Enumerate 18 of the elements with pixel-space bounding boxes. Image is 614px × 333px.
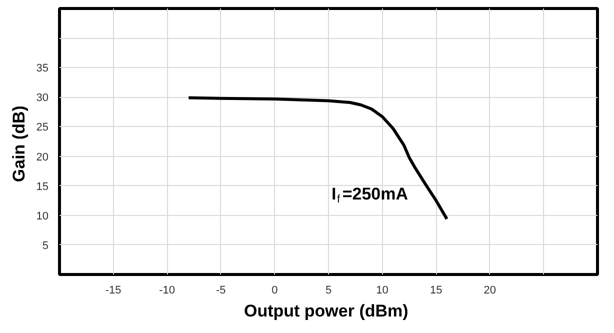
x-tick-label: 0 <box>272 284 278 296</box>
y-tick-label: 20 <box>36 151 49 164</box>
x-tick-label: 10 <box>376 284 388 296</box>
x-tick-label: 20 <box>484 284 496 296</box>
x-tick-label: -5 <box>216 284 226 296</box>
y-tick-label: 15 <box>36 180 49 193</box>
y-axis-title: Gain (dB) <box>9 106 28 182</box>
y-tick-label: 10 <box>36 210 49 222</box>
line-series <box>187 96 448 220</box>
y-tick-label: 35 <box>36 62 49 75</box>
y-tick-label: 25 <box>36 122 49 134</box>
x-tick-label: 5 <box>325 284 332 296</box>
y-tick-label: 30 <box>36 92 49 104</box>
y-tick-label: 5 <box>42 240 49 252</box>
x-tick-label: -10 <box>159 284 176 296</box>
x-tick-label: -15 <box>105 284 122 296</box>
x-axis-title: Output power (dBm) <box>244 302 408 320</box>
x-tick-label: 15 <box>430 284 442 296</box>
